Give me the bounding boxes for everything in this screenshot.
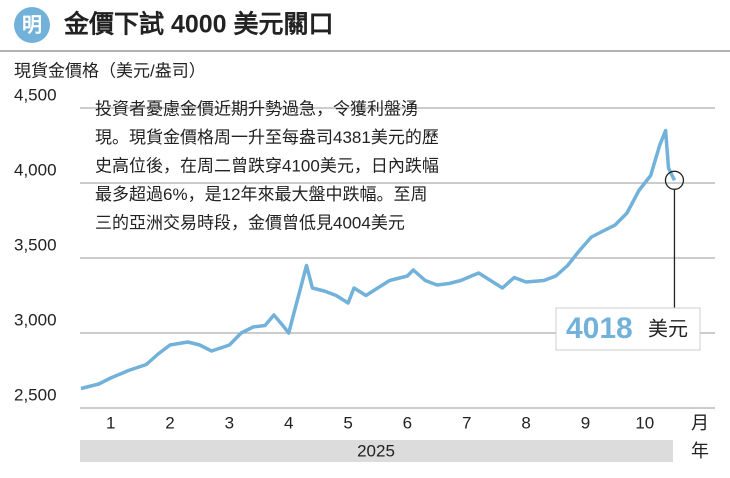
x-tick-label: 8: [521, 413, 530, 432]
y-tick-label: 4,000: [14, 160, 57, 179]
callout-unit: 美元: [648, 317, 688, 340]
y-tick-label: 3,000: [14, 310, 57, 329]
x-tick-label: 10: [635, 413, 654, 432]
annotation-line: 史高位後，在周二曾跌穿4100美元，日內跌幅: [95, 156, 439, 175]
callout-marker: [664, 170, 685, 190]
x-tick-label: 6: [403, 413, 412, 432]
x-tick-label: 7: [462, 413, 471, 432]
x-tick-label: 4: [284, 413, 293, 432]
x-tick-label: 1: [106, 413, 115, 432]
year-label: 2025: [357, 441, 395, 460]
y-tick-label: 3,500: [14, 235, 57, 254]
y-tick-label: 4,500: [14, 85, 57, 104]
year-unit: 年: [691, 441, 709, 461]
annotation-line: 現。現貨金價格周一升至每盎司4381美元的歷: [95, 128, 439, 147]
x-tick-label: 5: [343, 413, 352, 432]
x-tick-label: 2: [165, 413, 174, 432]
callout-value: 4018: [566, 312, 633, 345]
y-tick-label: 2,500: [14, 385, 57, 404]
x-tick-label: 3: [225, 413, 234, 432]
x-unit: 月: [691, 413, 709, 433]
price-line: [80, 128, 677, 391]
logo: 明: [22, 13, 42, 36]
logo-badge: [14, 7, 50, 43]
annotation-line: 投資者憂慮金價近期升勢過急，令獲利盤湧: [95, 99, 418, 118]
callout-box: [555, 307, 701, 351]
x-tick-label: 9: [581, 413, 590, 432]
annotation-line: 最多超過6%，是12年來最大盤中跌幅。至周: [95, 185, 427, 204]
y-axis-label: 現貨金價格（美元/盎司）: [14, 61, 206, 80]
annotation-line: 三的亞洲交易時段，金價曾低見4004美元: [95, 213, 405, 232]
year-band: [80, 440, 673, 462]
chart-title: 金價下試 4000 美元關口: [63, 10, 334, 39]
